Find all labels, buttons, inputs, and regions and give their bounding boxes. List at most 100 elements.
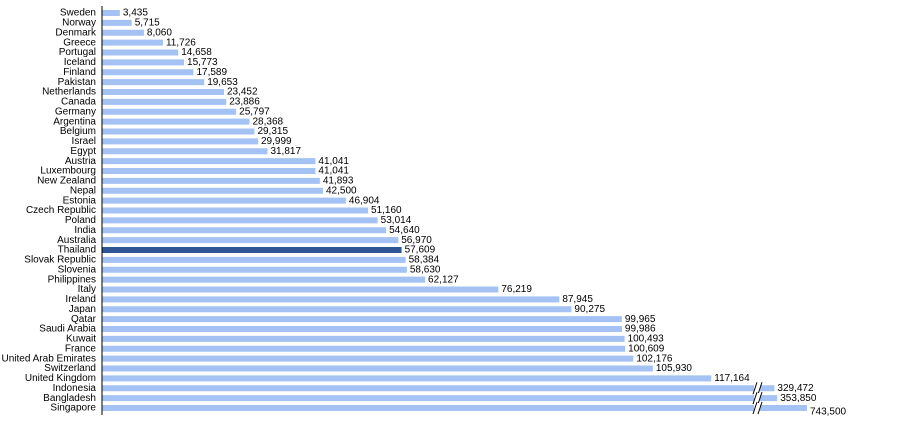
axis-break-mark [757,391,763,405]
category-label: Nepal [70,185,96,196]
category-label: Sweden [60,8,96,19]
bar [102,138,258,145]
bar [102,237,399,244]
bar [102,29,144,36]
bar [102,365,653,372]
value-label: 11,726 [166,37,196,48]
category-label: United Arab Emirates [2,353,97,364]
category-label: Czech Republic [26,205,96,216]
bar [102,187,323,194]
category-label: Argentina [53,116,96,127]
value-label: 90,275 [574,304,605,315]
value-label: 87,945 [562,294,593,305]
category-label: Slovenia [58,264,97,275]
value-label: 29,315 [257,126,288,137]
value-label: 8,060 [147,27,172,38]
category-label: Italy [78,284,96,295]
bar [102,177,320,184]
value-label: 329,472 [777,383,814,394]
value-label: 100,609 [628,343,665,354]
value-label: 102,176 [636,353,673,364]
bar [102,207,369,214]
bar [102,79,205,86]
value-label: 105,930 [656,363,693,374]
value-label: 58,384 [409,255,440,266]
bar [102,197,346,204]
bar [102,266,407,273]
value-label: 41,041 [318,156,349,167]
value-label: 51,160 [371,205,402,216]
category-label: Luxembourg [40,166,96,177]
value-label: 25,797 [239,106,270,117]
value-label: 58,630 [410,264,441,275]
bar [102,148,268,155]
value-label: 41,041 [318,166,349,177]
category-label: Saudi Arabia [39,324,96,335]
category-label: Australia [57,235,96,246]
bar [102,326,622,332]
category-label: France [65,343,97,354]
category-label: Netherlands [42,87,96,98]
value-label: 19,653 [207,77,238,88]
value-label: 117,164 [714,373,750,384]
category-label: Germany [55,106,96,117]
category-label: United Kingdom [25,373,96,384]
category-label: Portugal [59,47,96,58]
value-label: 353,850 [780,393,817,404]
bar [102,158,316,165]
category-label: Estonia [63,195,97,206]
bar [102,306,572,313]
bar [102,335,625,342]
axis-break-mark [752,401,758,415]
value-label: 23,886 [229,97,260,108]
value-label: 29,999 [261,136,292,147]
category-label: Kuwait [66,334,96,345]
bar [102,128,255,135]
value-label: 15,773 [187,57,218,68]
category-label: Ireland [65,294,96,305]
category-label: Egypt [70,146,96,157]
bar [102,355,634,362]
category-label: Norway [62,18,96,29]
value-label: 99,986 [625,324,656,335]
value-label: 28,368 [253,116,284,127]
category-label: Canada [61,97,96,108]
bar [102,247,402,253]
category-label: Japan [69,304,96,315]
axis-break-mark [752,391,758,405]
bar [102,168,316,174]
category-label: Iceland [64,57,96,68]
value-label: 53,014 [381,215,412,226]
category-label: New Zealand [37,176,96,187]
value-label: 42,500 [326,185,357,196]
bar [102,256,406,263]
bar [102,39,163,46]
value-label: 23,452 [227,87,258,98]
value-label: 17,589 [196,67,227,78]
category-label: Indonesia [53,383,97,394]
category-label: Israel [72,136,96,147]
axis-break-mark [752,382,758,395]
bar [102,89,224,95]
bar [102,227,387,234]
value-label: 14,658 [181,47,212,58]
axis-break-gap [754,393,760,404]
bar [102,69,194,76]
bar [102,375,712,382]
bar [102,118,250,125]
value-label: 76,219 [501,284,532,295]
category-label: Poland [65,215,96,226]
value-label: 99,965 [625,314,656,325]
bar [102,316,622,323]
bar [102,49,179,56]
bar [102,108,237,115]
value-label: 5,715 [135,18,160,29]
category-label: Denmark [55,27,97,38]
bar [102,276,426,283]
bar [102,286,499,293]
category-label: India [74,225,96,236]
value-label: 54,640 [389,225,420,236]
value-label: 31,817 [270,146,301,157]
category-label: Bangladesh [43,393,96,404]
category-label: Austria [65,156,97,167]
